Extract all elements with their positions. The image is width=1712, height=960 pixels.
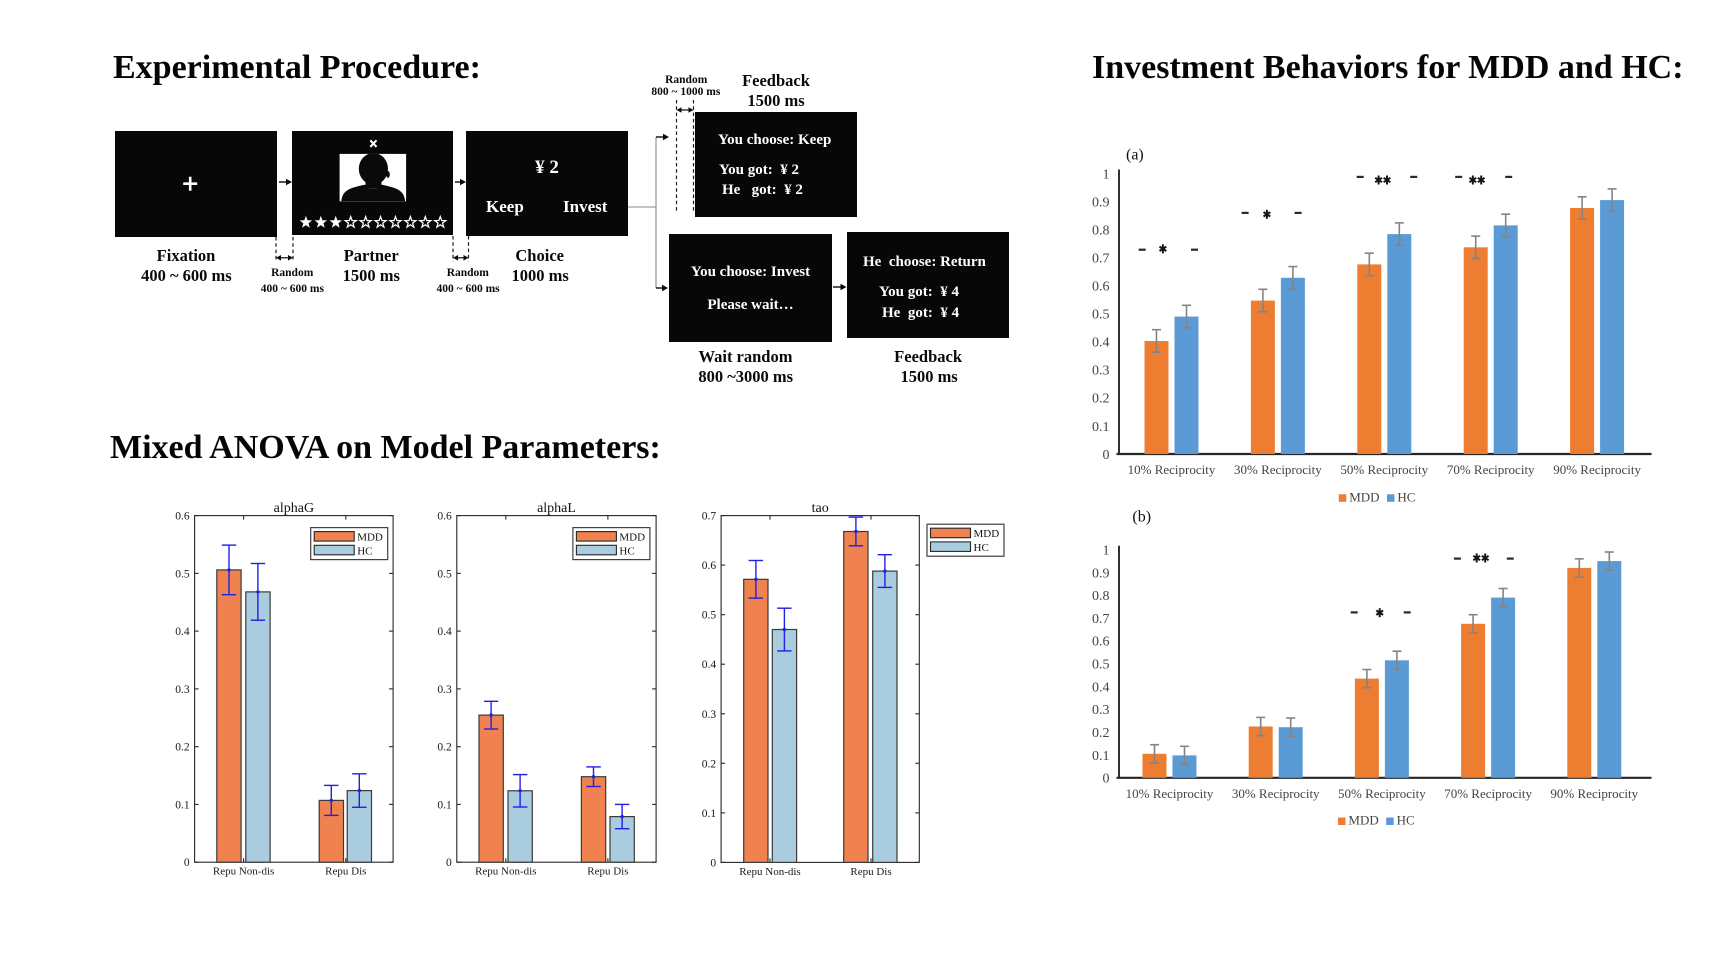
svg-text:0.8: 0.8 (1092, 589, 1110, 604)
svg-text:10% Reciprocity: 10% Reciprocity (1126, 786, 1214, 801)
svg-text:1: 1 (1103, 544, 1110, 559)
svg-text:0.1: 0.1 (1092, 420, 1110, 435)
svg-text:30% Reciprocity: 30% Reciprocity (1234, 462, 1322, 477)
svg-text:HC: HC (357, 545, 372, 557)
svg-text:HC: HC (974, 542, 989, 554)
svg-text:0.5: 0.5 (702, 610, 717, 622)
svg-text:70% Reciprocity: 70% Reciprocity (1447, 462, 1535, 477)
svg-text:90% Reciprocity: 90% Reciprocity (1553, 462, 1641, 477)
svg-text:0: 0 (184, 857, 190, 869)
svg-text:Repu Non-dis: Repu Non-dis (213, 866, 274, 878)
svg-text:0.8: 0.8 (1092, 223, 1110, 238)
svg-text:(b): (b) (1132, 508, 1151, 525)
svg-text:0.9: 0.9 (1092, 195, 1110, 210)
svg-text:0.7: 0.7 (1092, 251, 1110, 266)
svg-text:MDD: MDD (619, 532, 645, 544)
svg-text:alphaG: alphaG (274, 501, 314, 516)
svg-text:0.6: 0.6 (437, 511, 452, 523)
svg-text:50% Reciprocity: 50% Reciprocity (1340, 462, 1428, 477)
svg-text:MDD: MDD (1348, 813, 1378, 828)
svg-text:Repu Dis: Repu Dis (850, 866, 891, 878)
svg-text:1: 1 (1103, 167, 1110, 182)
svg-text:0: 0 (1103, 772, 1110, 787)
svg-text:0.2: 0.2 (1092, 392, 1110, 407)
svg-text:0.6: 0.6 (175, 511, 190, 523)
svg-text:0.4: 0.4 (1092, 336, 1110, 351)
svg-text:Repu Dis: Repu Dis (587, 866, 628, 878)
svg-text:0.6: 0.6 (1092, 635, 1110, 650)
svg-text:0.2: 0.2 (175, 742, 190, 754)
svg-text:0.7: 0.7 (1092, 612, 1110, 627)
svg-text:(a): (a) (1126, 147, 1144, 164)
svg-text:0: 0 (1103, 448, 1110, 463)
svg-text:0.5: 0.5 (1092, 308, 1110, 323)
svg-text:0.3: 0.3 (437, 684, 452, 696)
svg-text:0.4: 0.4 (437, 626, 452, 638)
svg-text:tao: tao (812, 501, 829, 516)
svg-text:HC: HC (1397, 489, 1415, 504)
svg-text:90% Reciprocity: 90% Reciprocity (1550, 786, 1638, 801)
svg-text:0.2: 0.2 (1092, 726, 1110, 741)
svg-text:0.5: 0.5 (1092, 658, 1110, 673)
svg-text:0.7: 0.7 (702, 511, 717, 523)
svg-text:0.5: 0.5 (437, 568, 452, 580)
svg-text:0.4: 0.4 (175, 626, 190, 638)
svg-text:alphaL: alphaL (537, 501, 576, 516)
svg-text:0: 0 (710, 857, 716, 869)
svg-text:Repu Dis: Repu Dis (325, 866, 366, 878)
svg-text:0.2: 0.2 (437, 742, 452, 754)
svg-text:MDD: MDD (357, 532, 383, 544)
svg-text:0.5: 0.5 (175, 568, 190, 580)
svg-text:MDD: MDD (974, 528, 1000, 540)
svg-text:0.4: 0.4 (1092, 680, 1110, 695)
svg-text:70% Reciprocity: 70% Reciprocity (1444, 786, 1532, 801)
svg-text:0.1: 0.1 (437, 799, 452, 811)
svg-text:0.3: 0.3 (175, 684, 190, 696)
svg-text:50% Reciprocity: 50% Reciprocity (1338, 786, 1426, 801)
svg-text:0: 0 (446, 857, 452, 869)
svg-text:0.4: 0.4 (702, 659, 717, 671)
svg-text:Repu Non-dis: Repu Non-dis (739, 866, 800, 878)
svg-text:0.1: 0.1 (175, 799, 190, 811)
svg-text:0.1: 0.1 (702, 808, 717, 820)
svg-text:MDD: MDD (1349, 489, 1379, 504)
svg-text:10% Reciprocity: 10% Reciprocity (1128, 462, 1216, 477)
svg-text:0.6: 0.6 (702, 560, 717, 572)
svg-text:Repu Non-dis: Repu Non-dis (475, 866, 536, 878)
svg-text:0.3: 0.3 (1092, 364, 1110, 379)
svg-text:HC: HC (619, 545, 634, 557)
svg-text:0.6: 0.6 (1092, 280, 1110, 295)
svg-text:0.3: 0.3 (1092, 703, 1110, 718)
svg-text:0.9: 0.9 (1092, 566, 1110, 581)
svg-text:HC: HC (1397, 813, 1415, 828)
svg-text:0.3: 0.3 (702, 709, 717, 721)
svg-text:0.2: 0.2 (702, 758, 717, 770)
svg-text:30% Reciprocity: 30% Reciprocity (1232, 786, 1320, 801)
svg-text:0.1: 0.1 (1092, 749, 1110, 764)
